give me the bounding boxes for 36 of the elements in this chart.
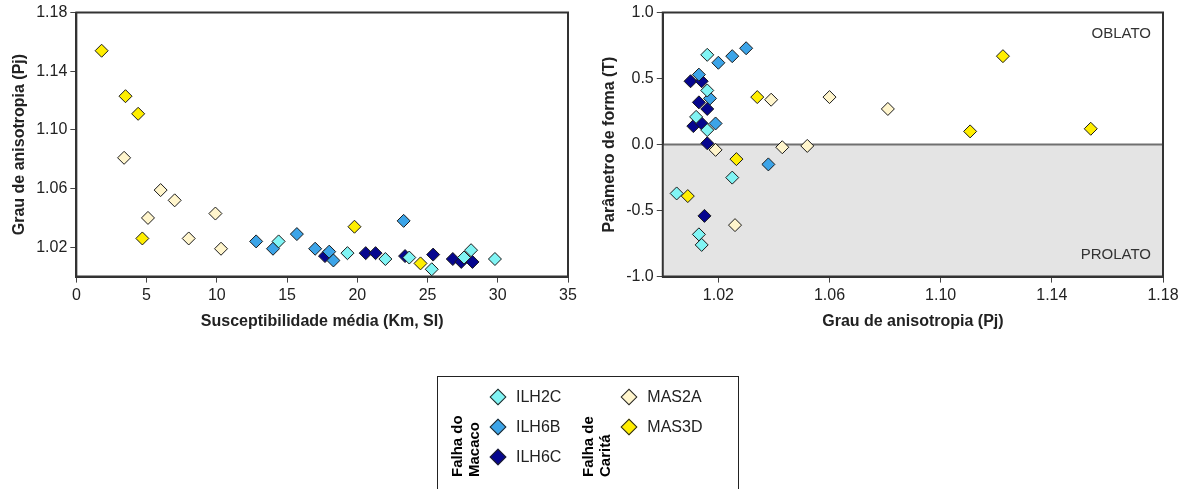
y-tick-label: 1.0 xyxy=(631,3,654,21)
x-tick-label: 35 xyxy=(559,285,577,303)
y-tick-label: 0.0 xyxy=(631,135,654,153)
text: Falha do Macaco xyxy=(448,414,482,477)
x-tick-label: 25 xyxy=(418,285,437,303)
annotation: OBLATO xyxy=(1091,24,1151,42)
x-axis-title: Susceptibilidade média (Km, SI) xyxy=(200,311,444,329)
y-tick-label: 1.06 xyxy=(36,179,68,197)
y-tick-label: -1.0 xyxy=(626,267,654,285)
x-tick-label: 1.06 xyxy=(813,285,846,303)
y-tick-label: 1.02 xyxy=(36,237,68,255)
y-axis-title: Grau de anisotropia (Pj) xyxy=(10,53,28,236)
x-tick-label: 1.10 xyxy=(925,285,957,303)
y-tick-label: 0.5 xyxy=(631,69,654,87)
x-tick-label: 30 xyxy=(488,285,507,303)
legend-label: MAS2A xyxy=(647,388,702,406)
x-tick-label: 15 xyxy=(278,285,297,303)
x-tick-label: 1.02 xyxy=(702,285,735,303)
y-tick-label: 1.14 xyxy=(36,61,68,79)
legend-label: ILH6C xyxy=(516,448,562,466)
y-tick-label: -0.5 xyxy=(626,201,654,219)
x-axis-title: Grau de anisotropia (Pj) xyxy=(822,311,1004,329)
text: Falha de Caritá xyxy=(579,415,614,477)
y-tick-label: 1.10 xyxy=(36,120,68,138)
x-tick-label: 1.18 xyxy=(1147,285,1179,303)
x-tick-label: 20 xyxy=(348,285,367,303)
x-tick-label: 0 xyxy=(71,285,81,303)
x-tick-label: 10 xyxy=(207,285,226,303)
y-axis-title: Parâmetro de forma (T) xyxy=(600,56,618,233)
legend-label: ILH2C xyxy=(516,388,562,406)
y-tick-label: 1.18 xyxy=(36,3,68,21)
legend-label: ILH6B xyxy=(516,418,561,436)
x-tick-label: 5 xyxy=(142,285,152,303)
annotation: PROLATO xyxy=(1080,245,1151,263)
x-tick-label: 1.14 xyxy=(1036,285,1068,303)
legend-label: MAS3D xyxy=(647,418,703,436)
